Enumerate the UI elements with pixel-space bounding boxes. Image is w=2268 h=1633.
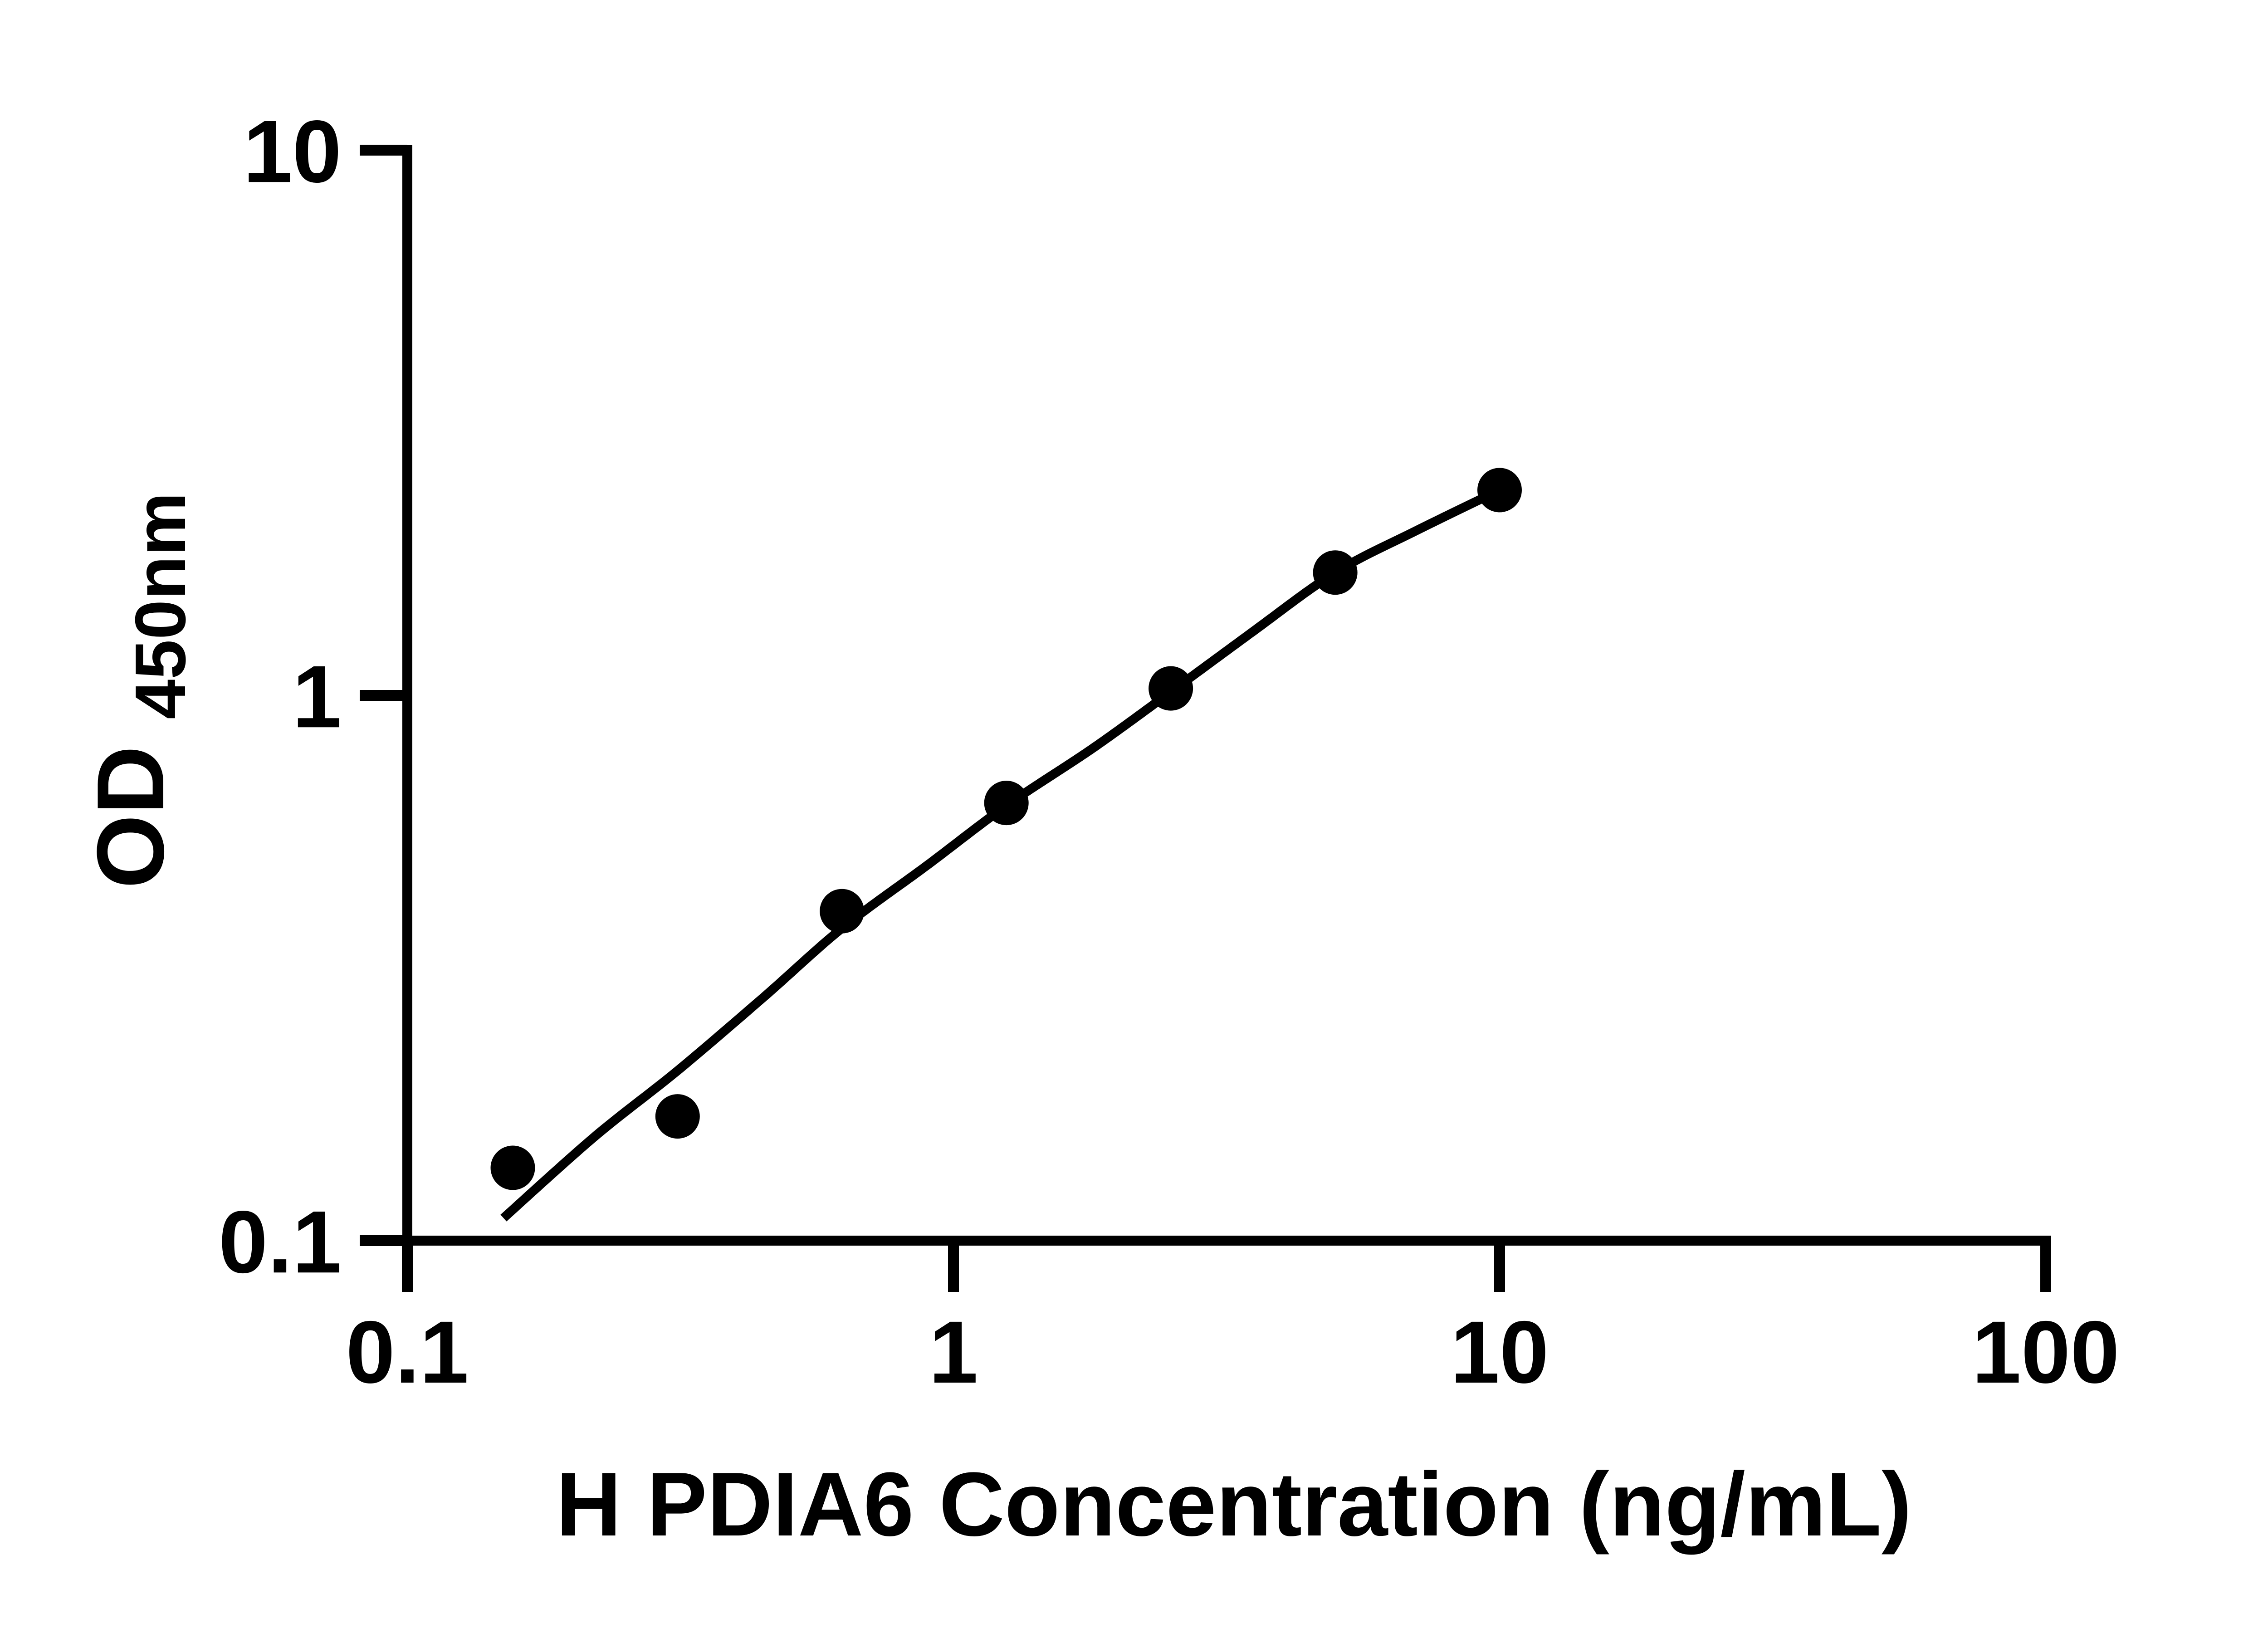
fit-curve [500,486,1502,1222]
x-axis-title: H PDIA6 Concentration (ng/mL) [556,1454,1912,1555]
data-points [490,468,1522,1190]
y-tick-label: 10 [243,102,342,201]
y-axis-title: OD 450nm [77,492,200,889]
data-point [820,889,865,934]
data-point [1149,666,1193,711]
y-axis-ticks: 0.1 1 10 [219,102,407,1291]
data-point [1477,468,1522,513]
y-axis-title-main: OD [77,746,184,889]
x-tick-label: 10 [1451,1303,1549,1402]
x-axis-ticks: 0.1 1 10 100 [346,1241,2120,1402]
y-axis-title-subscript: 450nm [121,492,200,719]
x-tick-label: 0.1 [346,1303,469,1402]
y-tick-label: 0.1 [219,1193,342,1291]
y-tick-label: 1 [293,647,342,746]
x-tick-label: 100 [1972,1303,2119,1402]
data-point [1313,550,1358,595]
data-point [984,781,1029,826]
fit-curve-path [500,486,1502,1222]
x-tick-label: 1 [929,1303,978,1402]
data-point [490,1145,535,1190]
data-point [655,1094,700,1139]
axes [402,145,2051,1292]
